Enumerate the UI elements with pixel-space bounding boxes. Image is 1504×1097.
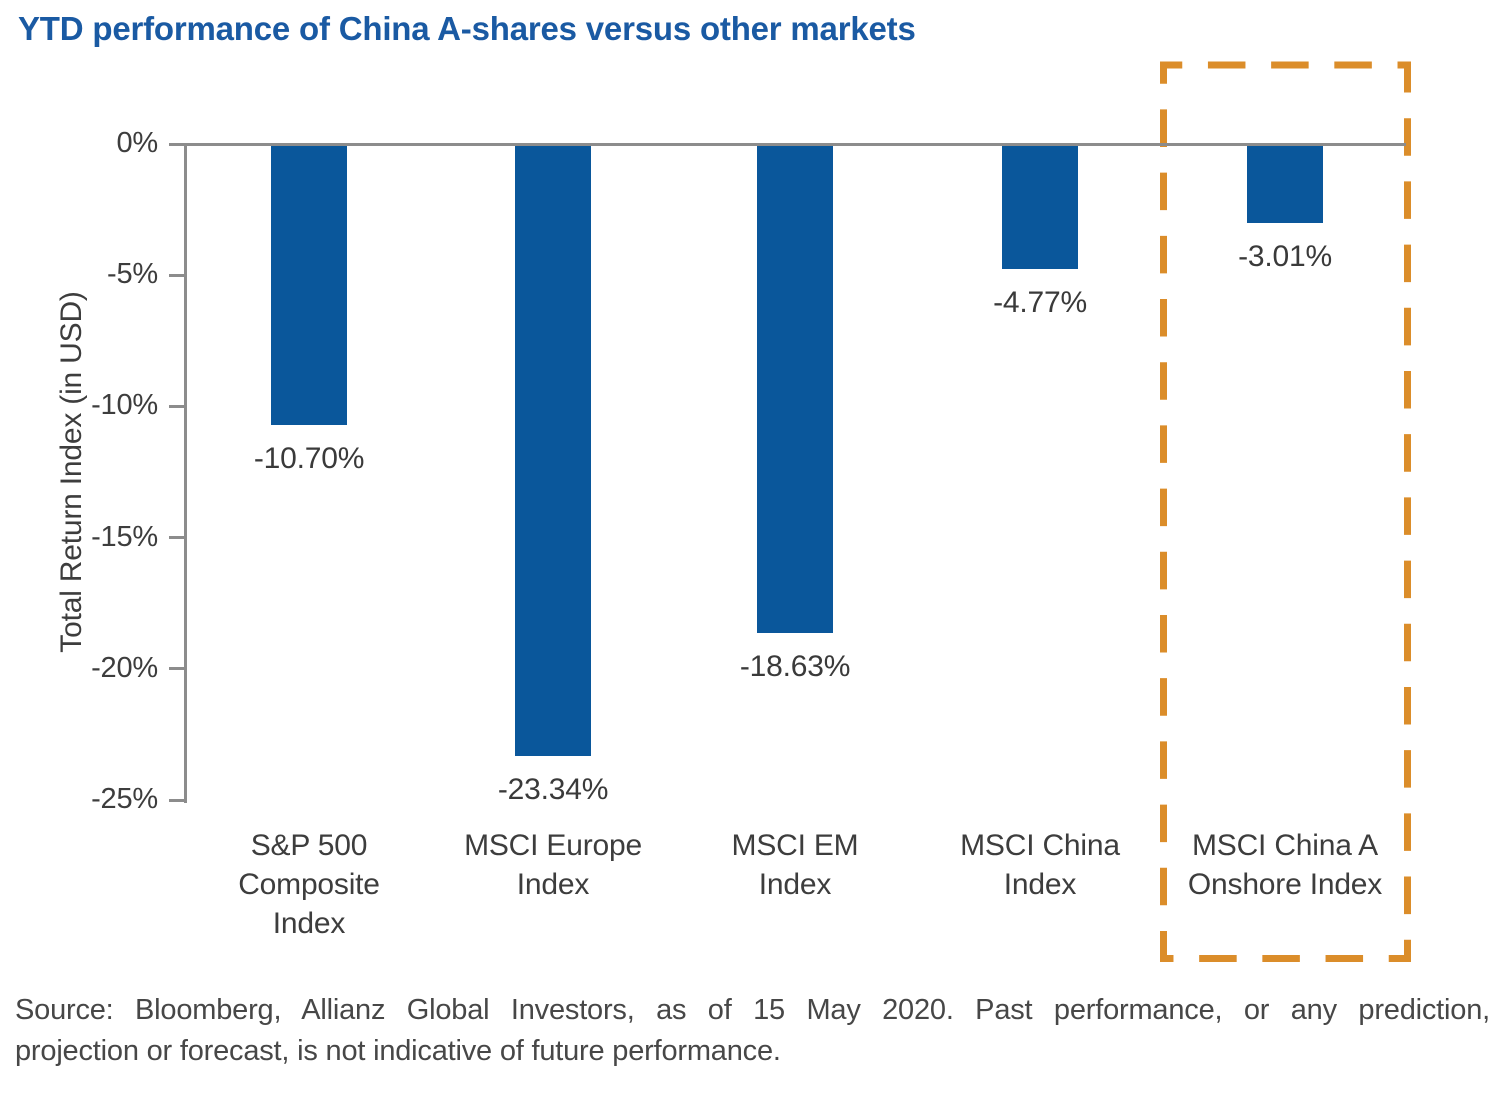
category-label: S&P 500 Composite Index xyxy=(184,826,434,943)
category-label-line: Index xyxy=(758,868,832,901)
category-label-line: MSCI China A xyxy=(1191,829,1378,862)
category-label-line: Index xyxy=(516,868,590,901)
category-label: MSCI China Index xyxy=(915,826,1165,904)
source-note-line-2: projection or forecast, is not indicativ… xyxy=(15,1035,781,1067)
bar-value-label: -18.63% xyxy=(739,649,851,683)
chart-title: YTD performance of China A-shares versus… xyxy=(18,10,916,47)
y-tick-mark xyxy=(169,798,185,802)
category-label: MSCI China A Onshore Index xyxy=(1160,826,1410,904)
y-tick-label: -20% xyxy=(91,651,158,684)
category-label-line: MSCI China xyxy=(960,829,1120,862)
y-tick-label: -25% xyxy=(91,783,158,815)
source-note-line-1: Source: Bloomberg, Allianz Global Invest… xyxy=(15,994,1490,1026)
y-axis-line xyxy=(183,142,187,803)
source-note: Source: Bloomberg, Allianz Global Invest… xyxy=(15,990,1490,1072)
y-tick-label: 0% xyxy=(116,127,158,159)
category-label-line: Index xyxy=(1003,868,1077,901)
category-label: MSCI EM Index xyxy=(670,826,920,904)
bar xyxy=(271,144,347,425)
highlight-dashed-box-rect xyxy=(1160,61,1411,962)
category-label-line: S&P 500 xyxy=(250,829,368,862)
bar-value-label: -4.77% xyxy=(993,286,1087,320)
bar-value-label: -23.34% xyxy=(497,773,609,807)
y-tick-mark xyxy=(169,273,185,277)
bar xyxy=(1002,144,1078,270)
category-label-line: Onshore Index xyxy=(1187,868,1383,901)
category-label-line: Index xyxy=(272,907,346,940)
bar xyxy=(1247,144,1323,223)
category-label: MSCI Europe Index xyxy=(428,826,678,904)
y-tick-label: -15% xyxy=(91,520,158,553)
y-tick-mark xyxy=(169,404,185,408)
category-label-line: MSCI Europe xyxy=(464,829,642,862)
y-tick-mark xyxy=(169,667,185,671)
y-tick-mark xyxy=(169,536,185,540)
zero-gridline xyxy=(169,142,1406,146)
bar-value-label: -10.70% xyxy=(253,441,365,475)
y-tick-label: -10% xyxy=(91,389,158,422)
bar xyxy=(757,144,833,633)
bar xyxy=(515,144,591,757)
bar-value-label: -3.01% xyxy=(1238,239,1332,273)
category-label-line: MSCI EM xyxy=(731,829,859,862)
highlight-dashed-box xyxy=(1160,61,1411,962)
category-label-line: Composite xyxy=(238,868,380,901)
y-tick-label: -5% xyxy=(107,258,158,291)
